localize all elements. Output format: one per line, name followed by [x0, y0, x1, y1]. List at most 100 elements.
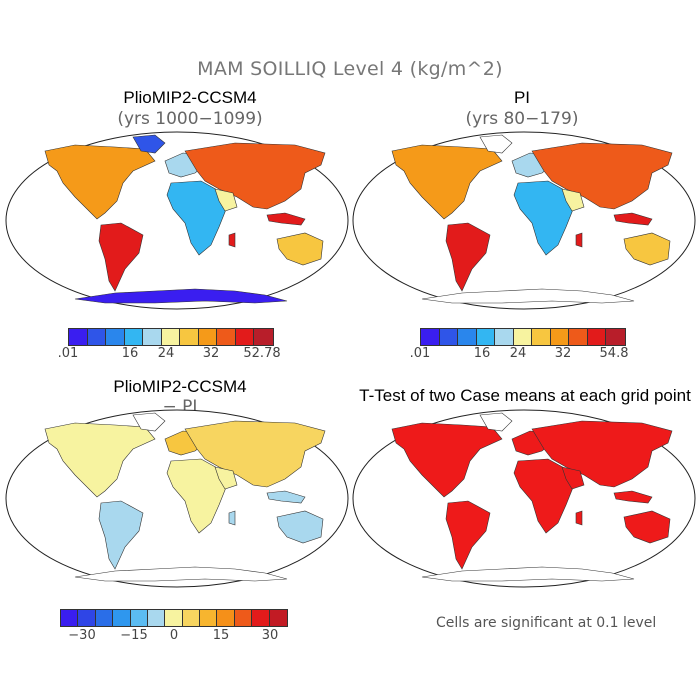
panel-subtitle-pliomip: (yrs 1000−1099) [117, 109, 263, 129]
landmass-south-america [98, 222, 144, 292]
colorbar-segment [532, 329, 551, 345]
map-pliomip [5, 131, 349, 310]
colorbar-pliomip [68, 328, 274, 346]
colorbar-pi-label: 32 [554, 346, 572, 361]
colorbar-segment [130, 610, 148, 626]
colorbar-pi [420, 328, 626, 346]
landmass-north-america [391, 422, 503, 498]
colorbar-segment [69, 329, 88, 345]
landmass-greenland [479, 134, 513, 154]
landmass-indonesia [613, 490, 653, 504]
colorbar-segment [147, 610, 166, 626]
map-pi [352, 131, 696, 310]
panel-title-difference: PlioMIP2-CCSM4 [113, 377, 247, 396]
landmass-south-america [445, 500, 491, 570]
colorbar-pliomip-label: 16 [121, 346, 139, 361]
landmass-madagascar [228, 232, 236, 248]
colorbar-segment [550, 329, 570, 345]
colorbar-pi-label: 24 [509, 346, 527, 361]
landmass-arabia [561, 466, 585, 490]
landmass-asia [531, 142, 673, 210]
colorbar-difference [60, 609, 288, 627]
landmass-south-america [98, 500, 144, 570]
panel-title-ttest: T-Test of two Case means at each grid po… [359, 386, 691, 405]
landmass-antarctica [421, 288, 635, 304]
colorbar-segment [269, 610, 287, 626]
colorbar-difference-label: −30 [68, 628, 96, 643]
landmass-australia [623, 232, 671, 266]
landmass-antarctica [74, 566, 288, 582]
colorbar-difference-label: 0 [169, 628, 179, 643]
landmass-madagascar [575, 232, 583, 248]
landmass-south-america [445, 222, 491, 292]
landmass-asia [531, 420, 673, 488]
significance-note: Cells are significant at 0.1 level [436, 615, 657, 631]
landmass-north-america [391, 144, 503, 220]
colorbar-segment [95, 610, 114, 626]
landmass-indonesia [613, 212, 653, 226]
map-difference [5, 409, 349, 588]
colorbar-pliomip-label: 32 [202, 346, 220, 361]
landmass-indonesia [266, 490, 306, 504]
landmass-asia [184, 142, 326, 210]
landmass-asia [184, 420, 326, 488]
colorbar-segment [61, 610, 79, 626]
landmass-indonesia [266, 212, 306, 226]
landmass-madagascar [575, 510, 583, 526]
landmass-greenland [479, 412, 513, 432]
colorbar-segment [495, 329, 514, 345]
colorbar-segment [513, 329, 533, 345]
landmass-australia [276, 510, 324, 544]
colorbar-segment [180, 329, 199, 345]
colorbar-segment [78, 610, 96, 626]
panel-title-pi: PI [513, 88, 531, 107]
colorbar-segment [106, 329, 125, 345]
colorbar-segment [87, 329, 107, 345]
colorbar-segment [217, 610, 235, 626]
colorbar-segment [569, 329, 588, 345]
colorbar-segment [200, 610, 218, 626]
landmass-arabia [561, 188, 585, 212]
colorbar-segment [161, 329, 181, 345]
landmass-north-america [44, 144, 156, 220]
colorbar-segment [476, 329, 496, 345]
colorbar-difference-label: −15 [120, 628, 148, 643]
colorbar-pi-label: .01 [409, 346, 431, 361]
map-ttest [352, 409, 696, 588]
colorbar-segment [234, 610, 253, 626]
landmass-greenland [132, 412, 166, 432]
colorbar-segment [143, 329, 162, 345]
colorbar-segment [198, 329, 218, 345]
colorbar-difference-label: 30 [261, 628, 279, 643]
landmass-antarctica [74, 288, 288, 304]
figure-title: MAM SOILLIQ Level 4 (kg/m^2) [197, 58, 503, 80]
landmass-madagascar [228, 510, 236, 526]
panel-title-pliomip: PlioMIP2-CCSM4 [123, 88, 257, 107]
colorbar-pi-label: 54.8 [599, 346, 629, 361]
colorbar-segment [252, 610, 270, 626]
landmass-north-america [44, 422, 156, 498]
colorbar-segment [217, 329, 236, 345]
colorbar-difference-label: 15 [212, 628, 230, 643]
panel-subtitle-pi: (yrs 80−179) [465, 109, 579, 129]
colorbar-pliomip-label: 52.78 [243, 346, 281, 361]
colorbar-segment [254, 329, 273, 345]
colorbar-segment [458, 329, 477, 345]
landmass-australia [276, 232, 324, 266]
colorbar-pliomip-label: .01 [57, 346, 79, 361]
colorbar-segment [182, 610, 200, 626]
colorbar-segment [113, 610, 131, 626]
colorbar-segment [124, 329, 144, 345]
landmass-australia [623, 510, 671, 544]
landmass-antarctica [421, 566, 635, 582]
colorbar-segment [421, 329, 440, 345]
landmass-arabia [214, 466, 238, 490]
landmass-greenland [132, 134, 166, 154]
colorbar-pi-label: 16 [473, 346, 491, 361]
colorbar-segment [235, 329, 255, 345]
colorbar-segment [165, 610, 183, 626]
landmass-arabia [214, 188, 238, 212]
colorbar-pliomip-label: 24 [157, 346, 175, 361]
colorbar-segment [587, 329, 607, 345]
colorbar-segment [439, 329, 459, 345]
